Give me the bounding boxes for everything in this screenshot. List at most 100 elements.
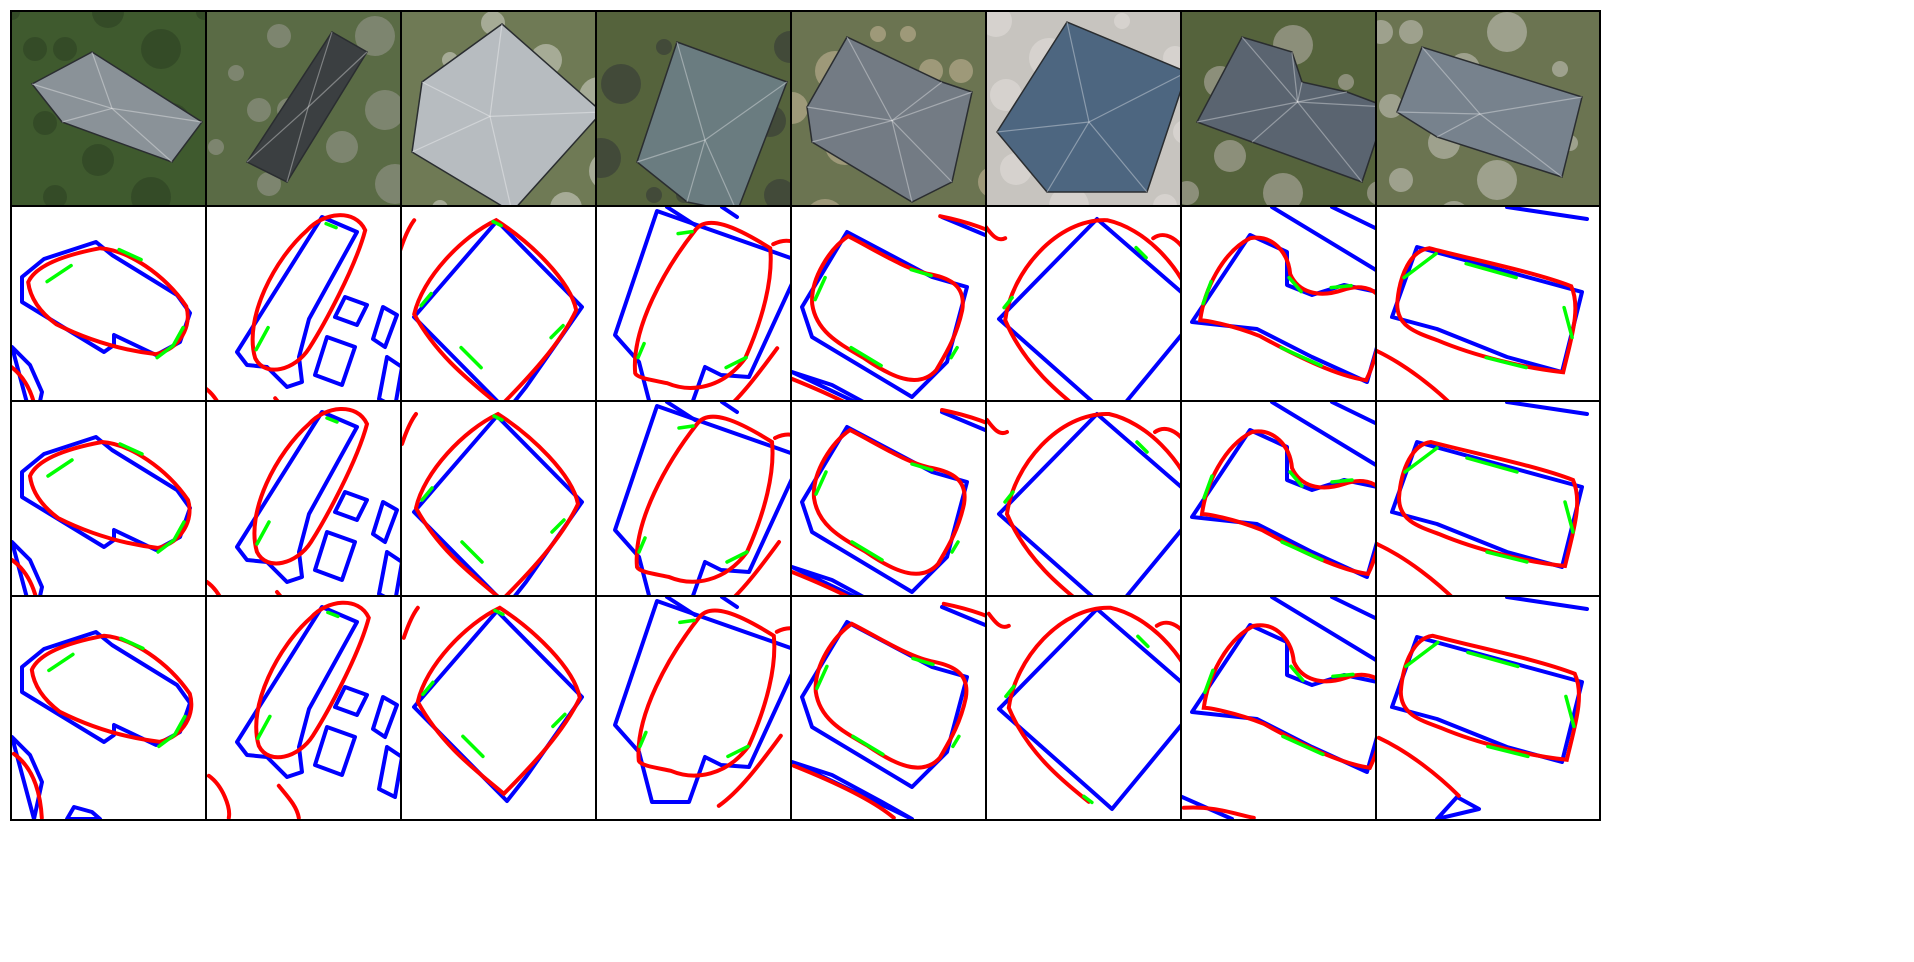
roof-ridge — [1297, 81, 1303, 103]
tree-canopy — [33, 111, 57, 135]
contour-overlay-tile — [790, 400, 1016, 626]
tree-canopy — [900, 26, 916, 42]
roof-ridge — [246, 106, 309, 163]
aerial-photo-tile — [10, 10, 236, 236]
contour-overlay — [792, 402, 1014, 624]
agreement-segment — [1203, 668, 1215, 695]
ground-truth-outline — [371, 305, 399, 349]
contour-overlay — [792, 597, 1014, 819]
overlay-background — [1182, 402, 1404, 624]
contour-overlay-tile — [595, 595, 821, 821]
agreement-segment — [1135, 440, 1149, 454]
roof-ridge — [704, 139, 738, 213]
agreement-segment — [850, 540, 884, 562]
tree-canopy — [1214, 140, 1246, 172]
roof-polygon — [1396, 46, 1583, 178]
tree-canopy — [1552, 61, 1568, 77]
tree-canopy — [656, 39, 672, 55]
overlay-background — [1377, 207, 1599, 429]
agreement-segment — [676, 229, 694, 236]
ground-truth-outline — [613, 404, 804, 609]
overlay-background — [207, 207, 429, 429]
roof-ridge — [307, 31, 333, 108]
predicted-contour — [987, 411, 1199, 610]
agreement-segment — [156, 520, 186, 554]
contour-overlay-tile — [400, 400, 626, 626]
agreement-segment — [118, 442, 144, 456]
roof-ridge — [1066, 21, 1090, 123]
contour-overlay — [207, 207, 429, 429]
roof-ridge — [421, 81, 491, 117]
contour-overlay-tile — [985, 400, 1211, 626]
roof-ridge — [891, 120, 953, 183]
aerial-photo — [597, 12, 819, 234]
tree-canopy — [355, 16, 395, 56]
tree-canopy — [208, 139, 224, 155]
aerial-photo — [1182, 12, 1404, 234]
contour-overlay — [402, 207, 624, 429]
ground-truth-outline — [313, 335, 357, 387]
predicted-contour — [402, 605, 582, 797]
overlay-background — [987, 402, 1209, 624]
predicted-contour — [987, 605, 1201, 804]
roof-ridge — [1479, 113, 1563, 178]
predicted-contour — [402, 217, 579, 409]
roof-polygon — [806, 36, 973, 203]
contour-overlay — [987, 207, 1209, 429]
agreement-segment — [326, 610, 340, 619]
ground-truth-outline — [333, 295, 369, 327]
tree-canopy — [43, 185, 67, 209]
agreement-segment — [117, 247, 143, 262]
roof-polygon — [996, 21, 1188, 193]
agreement-segment — [550, 518, 566, 534]
agreement-segment — [1403, 446, 1439, 474]
agreement-segment — [492, 414, 504, 422]
roof-ridge — [1251, 101, 1299, 143]
contour-overlay-tile — [1375, 400, 1601, 626]
aerial-photo — [987, 12, 1209, 234]
roof-ridge — [1421, 46, 1481, 115]
roof-ridge — [489, 23, 503, 117]
contour-overlay — [792, 207, 1014, 429]
contour-overlay — [1377, 597, 1599, 819]
agreement-segment — [725, 550, 749, 564]
agreement-segment — [1201, 279, 1213, 306]
agreement-segment — [1484, 355, 1528, 370]
ground-truth-outline — [720, 597, 739, 609]
agreement-segment — [1485, 550, 1529, 564]
ground-truth-outline — [235, 605, 359, 779]
roof-polygon — [636, 41, 788, 213]
roof-polygon — [411, 23, 604, 213]
overlay-background — [597, 402, 819, 624]
agreement-segment — [1289, 664, 1305, 683]
agreement-segment — [1134, 245, 1148, 260]
agreement-segment — [909, 267, 933, 278]
aerial-photo-tile — [790, 10, 1016, 236]
contour-overlay-tile — [10, 595, 236, 821]
agreement-segment — [1287, 275, 1303, 294]
tree-canopy — [257, 172, 281, 196]
agreement-segment — [814, 470, 828, 496]
ground-truth-outline — [313, 530, 357, 582]
contour-overlay — [402, 597, 624, 819]
roof-ridge — [1396, 111, 1481, 115]
aerial-photo-tile — [595, 10, 821, 236]
roof-ridge — [111, 107, 173, 163]
ground-truth-outline — [313, 725, 357, 777]
agreement-segment — [678, 618, 696, 625]
overlay-background — [597, 207, 819, 429]
tree-canopy — [646, 187, 662, 203]
predicted-contour — [1182, 623, 1390, 819]
roof — [1195, 36, 1388, 183]
contour-overlay-tile — [400, 205, 626, 431]
roof — [806, 36, 973, 203]
overlay-background — [1377, 597, 1599, 819]
roof-polygon — [245, 30, 369, 183]
tree-canopy — [1338, 74, 1354, 90]
tree-canopy — [1477, 160, 1517, 200]
roof — [245, 30, 369, 183]
overlay-background — [792, 207, 1014, 429]
tree-canopy — [267, 24, 291, 48]
agreement-segment — [950, 540, 960, 554]
roof-ridge — [489, 111, 603, 117]
